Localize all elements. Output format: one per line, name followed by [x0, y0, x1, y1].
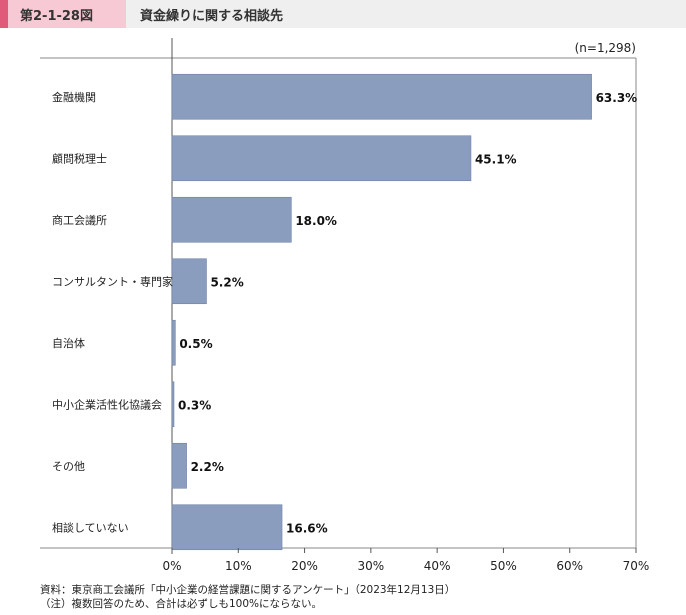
- x-tick-label-4: 40%: [424, 559, 451, 573]
- bar-6: [171, 442, 187, 489]
- category-label-6: その他: [52, 460, 85, 473]
- value-label-3: 5.2%: [210, 275, 243, 289]
- bar-1: [171, 135, 472, 182]
- source-note: 資料：東京商工会議所「中小企業の経営課題に関するアンケート」（2023年12月1…: [40, 584, 456, 596]
- x-tick-label-3: 30%: [358, 559, 385, 573]
- category-label-7: 相談していない: [52, 520, 129, 534]
- bar-0: [171, 73, 592, 120]
- value-label-0: 63.3%: [596, 91, 638, 105]
- bar-5: [171, 381, 175, 428]
- x-tick-label-1: 10%: [225, 559, 252, 573]
- value-label-7: 16.6%: [286, 521, 328, 535]
- x-tick-label-0: 0%: [162, 559, 181, 573]
- figure-header: 第2-1-28図 資金繰りに関する相談先: [0, 0, 686, 28]
- category-label-4: 自治体: [52, 336, 85, 350]
- figure-title: 資金繰りに関する相談先: [140, 9, 284, 24]
- remark-note: （注）複数回答のため、合計は必ずしも100%にならない。: [40, 598, 323, 610]
- header-accent-bar: [0, 0, 8, 28]
- value-label-1: 45.1%: [475, 152, 517, 166]
- category-label-3: コンサルタント・専門家: [52, 274, 173, 288]
- x-tick-label-7: 70%: [623, 559, 650, 573]
- value-label-5: 0.3%: [178, 398, 211, 412]
- category-label-2: 商工会議所: [52, 213, 107, 227]
- category-label-1: 顧問税理士: [52, 151, 107, 165]
- x-tick-label-5: 50%: [490, 559, 517, 573]
- figure-label: 第2-1-28図: [20, 9, 93, 24]
- value-label-2: 18.0%: [295, 214, 337, 228]
- value-label-4: 0.5%: [179, 337, 212, 351]
- x-tick-label-6: 60%: [556, 559, 583, 573]
- bar-chart: (n=1,298) 金融機関 63.3% 顧問税理士 45.1% 商工会議所 18.0% コン…: [40, 38, 650, 573]
- value-label-6: 2.2%: [191, 460, 224, 474]
- category-label-0: 金融機関: [52, 90, 96, 104]
- bar-4: [171, 319, 176, 366]
- bar-7: [171, 504, 283, 551]
- bar-2: [171, 196, 292, 243]
- x-tick-label-2: 20%: [291, 559, 318, 573]
- figure-label-box: [0, 0, 126, 28]
- footnotes: 資料：東京商工会議所「中小企業の経営課題に関するアンケート」（2023年12月1…: [40, 583, 455, 611]
- sample-size-note: (n=1,298): [575, 41, 636, 55]
- category-label-5: 中小企業活性化協議会: [52, 397, 162, 411]
- bar-3: [171, 258, 207, 305]
